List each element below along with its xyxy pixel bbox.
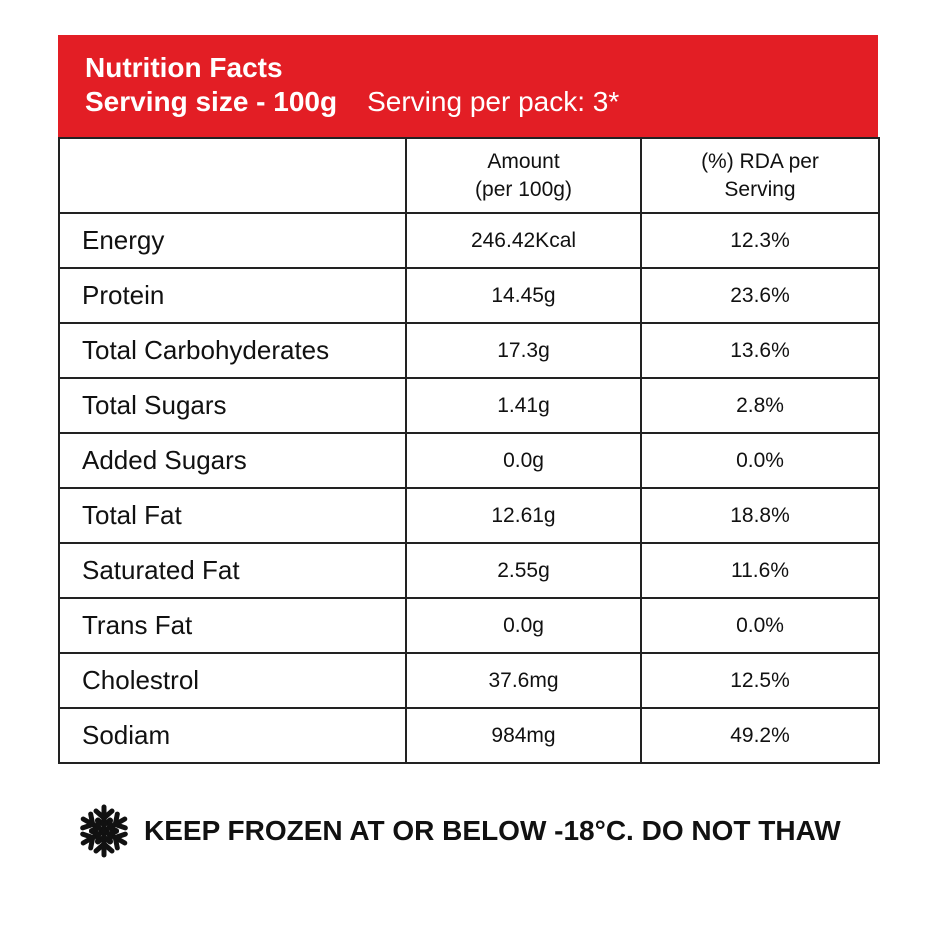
rda-percent: 12.3%	[640, 212, 880, 269]
nutrient-name: Sodiam	[58, 707, 407, 764]
servings-per-pack: Serving per pack: 3*	[367, 86, 620, 117]
rda-percent: 13.6%	[640, 322, 880, 379]
title: Nutrition Facts	[85, 52, 283, 83]
table-row: Protein 14.45g 23.6%	[58, 267, 880, 324]
table-row: Total Carbohyderates 17.3g 13.6%	[58, 322, 880, 379]
column-header	[58, 137, 407, 214]
amount: 0.0g	[405, 597, 642, 654]
nutrient-name: Trans Fat	[58, 597, 407, 654]
amount: 984mg	[405, 707, 642, 764]
storage-text: KEEP FROZEN AT OR BELOW -18°C. DO NOT TH…	[144, 815, 841, 846]
rda-percent: 12.5%	[640, 652, 880, 709]
snowflake-icon	[78, 804, 130, 858]
serving-size: Serving size - 100g	[85, 86, 338, 117]
amount: 2.55g	[405, 542, 642, 599]
amount: 14.45g	[405, 267, 642, 324]
storage-note: KEEP FROZEN AT OR BELOW -18°C. DO NOT TH…	[78, 804, 841, 858]
table-row: Added Sugars 0.0g 0.0%	[58, 432, 880, 489]
amount: 12.61g	[405, 487, 642, 544]
nutrient-name: Protein	[58, 267, 407, 324]
nutrition-label: Nutrition Facts Serving size - 100g Servi…	[58, 35, 880, 764]
nutrient-name: Saturated Fat	[58, 542, 407, 599]
column-header: (%) RDA per Serving	[640, 137, 880, 214]
table-row: Saturated Fat 2.55g 11.6%	[58, 542, 880, 599]
rda-percent: 2.8%	[640, 377, 880, 434]
table-row: Total Fat 12.61g 18.8%	[58, 487, 880, 544]
nutrient-name: Total Carbohyderates	[58, 322, 407, 379]
nutrient-name: Total Sugars	[58, 377, 407, 434]
rda-percent: 0.0%	[640, 597, 880, 654]
amount: 0.0g	[405, 432, 642, 489]
table-row: Total Sugars 1.41g 2.8%	[58, 377, 880, 434]
rda-percent: 49.2%	[640, 707, 880, 764]
nutrient-name: Energy	[58, 212, 407, 269]
column-header: Amount (per 100g)	[405, 137, 642, 214]
nutrient-name: Total Fat	[58, 487, 407, 544]
table-row: Cholestrol 37.6mg 12.5%	[58, 652, 880, 709]
rda-percent: 11.6%	[640, 542, 880, 599]
table-row: Trans Fat 0.0g 0.0%	[58, 597, 880, 654]
serving-line: Serving size - 100g Serving per pack: 3*	[85, 85, 878, 119]
rda-percent: 0.0%	[640, 432, 880, 489]
nutrition-table: Amount (per 100g) (%) RDA per Serving Ener…	[58, 137, 880, 764]
amount: 37.6mg	[405, 652, 642, 709]
table-row: Sodiam 984mg 49.2%	[58, 707, 880, 764]
amount: 17.3g	[405, 322, 642, 379]
table-row: Energy 246.42Kcal 12.3%	[58, 212, 880, 269]
amount: 1.41g	[405, 377, 642, 434]
rda-percent: 18.8%	[640, 487, 880, 544]
nutrient-name: Cholestrol	[58, 652, 407, 709]
rda-percent: 23.6%	[640, 267, 880, 324]
header-row: Amount (per 100g) (%) RDA per Serving	[58, 137, 880, 214]
amount: 246.42Kcal	[405, 212, 642, 269]
nutrient-name: Added Sugars	[58, 432, 407, 489]
label-header: Nutrition Facts Serving size - 100g Servi…	[58, 35, 878, 137]
